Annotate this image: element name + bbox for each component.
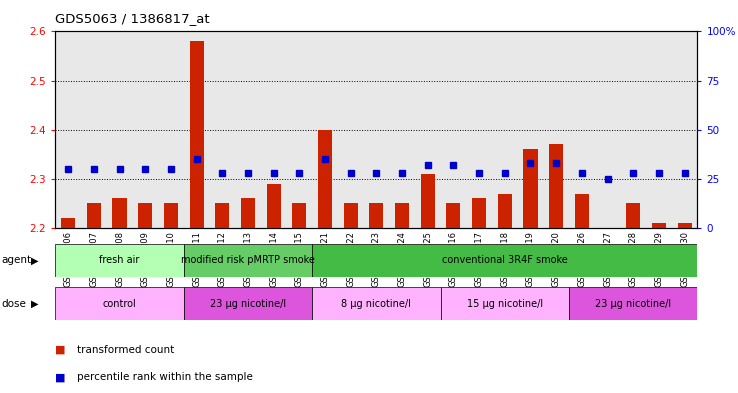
Text: fresh air: fresh air — [100, 255, 139, 265]
Bar — [184, 287, 312, 320]
Bar — [138, 204, 152, 228]
Bar — [497, 194, 512, 228]
Bar — [312, 287, 441, 320]
Bar — [164, 204, 178, 228]
Bar — [190, 41, 204, 228]
Bar — [55, 287, 184, 320]
Text: ■: ■ — [55, 345, 66, 355]
Bar — [184, 244, 312, 277]
Bar — [421, 174, 435, 228]
Bar — [523, 149, 537, 228]
Text: modified risk pMRTP smoke: modified risk pMRTP smoke — [181, 255, 315, 265]
Bar — [292, 204, 306, 228]
Text: conventional 3R4F smoke: conventional 3R4F smoke — [442, 255, 568, 265]
Text: GDS5063 / 1386817_at: GDS5063 / 1386817_at — [55, 12, 210, 25]
Bar — [549, 145, 563, 228]
Bar — [677, 223, 692, 228]
Text: 8 μg nicotine/l: 8 μg nicotine/l — [342, 299, 411, 309]
Text: dose: dose — [1, 299, 27, 309]
Text: agent: agent — [1, 255, 32, 265]
Text: transformed count: transformed count — [77, 345, 175, 355]
Bar — [395, 204, 409, 228]
Bar — [569, 287, 697, 320]
Bar — [312, 244, 697, 277]
Bar — [626, 204, 641, 228]
Bar — [266, 184, 280, 228]
Text: 23 μg nicotine/l: 23 μg nicotine/l — [595, 299, 672, 309]
Bar — [318, 130, 332, 228]
Bar — [87, 204, 101, 228]
Bar — [215, 204, 230, 228]
Bar — [446, 204, 461, 228]
Text: ▶: ▶ — [31, 299, 38, 309]
Bar — [441, 287, 569, 320]
Bar — [61, 218, 75, 228]
Bar — [112, 198, 127, 228]
Text: control: control — [103, 299, 137, 309]
Text: 23 μg nicotine/l: 23 μg nicotine/l — [210, 299, 286, 309]
Bar — [652, 223, 666, 228]
Text: percentile rank within the sample: percentile rank within the sample — [77, 372, 253, 382]
Bar — [344, 204, 358, 228]
Bar — [575, 194, 589, 228]
Text: ▶: ▶ — [31, 255, 38, 265]
Bar — [55, 244, 184, 277]
Text: 15 μg nicotine/l: 15 μg nicotine/l — [466, 299, 543, 309]
Text: ■: ■ — [55, 372, 66, 382]
Bar — [241, 198, 255, 228]
Bar — [369, 204, 384, 228]
Bar — [472, 198, 486, 228]
